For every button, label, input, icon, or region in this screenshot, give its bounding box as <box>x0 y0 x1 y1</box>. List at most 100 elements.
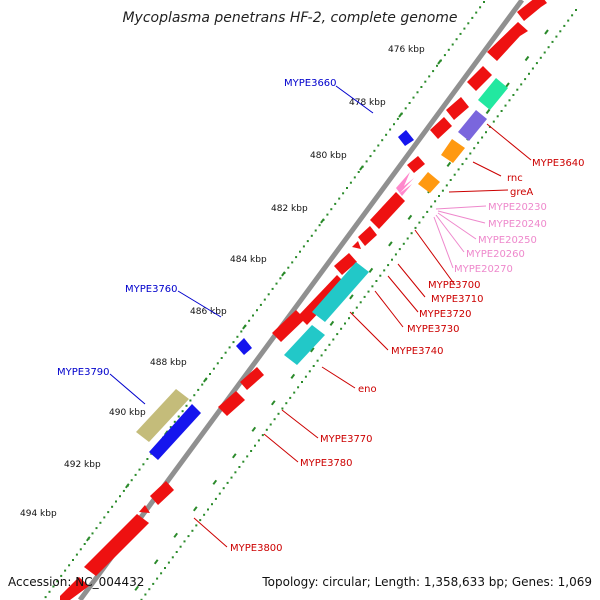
gene-cyan[interactable] <box>284 325 325 365</box>
gene-arrow-red[interactable] <box>358 226 377 246</box>
tick-dot <box>291 261 294 264</box>
tick-mark <box>290 373 296 379</box>
gene-label-rnc[interactable]: rnc <box>507 173 523 184</box>
tick-mark <box>232 453 237 459</box>
tick-dot <box>60 574 63 577</box>
gene-arrow-red[interactable] <box>60 577 89 600</box>
tick-dot <box>193 394 196 397</box>
tick-dot <box>122 489 125 492</box>
gene-arrow-red[interactable] <box>517 0 547 21</box>
gene-arrow-red[interactable] <box>84 514 149 576</box>
leader-line <box>437 212 477 240</box>
tick-dot <box>338 197 341 200</box>
gene-orange-small[interactable] <box>418 172 440 193</box>
gene-label-mype20240[interactable]: MYPE20240 <box>488 219 547 230</box>
gene-label-eno[interactable]: eno <box>358 384 377 395</box>
gene-label-mype20260[interactable]: MYPE20260 <box>466 249 525 260</box>
tick-dot <box>483 1 485 3</box>
tick-mark <box>153 559 159 565</box>
tick-dot <box>434 200 437 203</box>
leader-line <box>335 85 374 114</box>
tick-dot <box>436 64 438 67</box>
leader-lines <box>109 85 532 548</box>
gene-arrow-red[interactable] <box>334 253 357 275</box>
gene-purple[interactable] <box>458 110 487 141</box>
tick-dot <box>160 572 163 575</box>
gene-label-mype3770[interactable]: MYPE3770 <box>320 434 373 445</box>
gene-arrow-red[interactable] <box>370 192 405 229</box>
tick-dot <box>187 535 190 538</box>
gene-pink-cluster[interactable] <box>396 172 414 196</box>
tick-dot <box>175 551 178 553</box>
tick-dot <box>524 78 527 81</box>
tick-dot <box>346 187 348 189</box>
tick-mark <box>309 347 315 353</box>
gene-arrow-red[interactable] <box>487 22 528 61</box>
gene-red-small[interactable] <box>407 156 425 173</box>
gene-label-mype3760[interactable]: MYPE3760 <box>125 284 178 295</box>
gene-label-mype3780[interactable]: MYPE3780 <box>300 458 353 469</box>
gene-label-mype3660[interactable]: MYPE3660 <box>284 78 337 89</box>
tick-dot <box>130 479 133 482</box>
gene-arrow-red[interactable] <box>150 481 174 505</box>
leader-line <box>193 517 228 548</box>
gene-teal[interactable] <box>478 78 508 110</box>
tick-dot <box>64 569 67 572</box>
leader-line <box>263 433 299 463</box>
gene-red-small[interactable] <box>139 505 150 513</box>
tick-dot <box>363 295 366 298</box>
map-title: Mycoplasma penetrans HF-2, complete geno… <box>122 10 457 26</box>
gene-label-mype3800[interactable]: MYPE3800 <box>230 543 283 554</box>
tick-dot <box>267 293 270 296</box>
tick-dot <box>207 508 209 511</box>
tick-dot <box>201 383 204 386</box>
gene-label-mype3700[interactable]: MYPE3700 <box>428 280 481 291</box>
tick-label-480: 480 kbp <box>310 151 347 161</box>
tick-dot <box>167 561 170 564</box>
tick-mark <box>125 483 130 489</box>
gene-label-mype3640[interactable]: MYPE3640 <box>532 158 585 169</box>
tick-mark <box>398 112 403 118</box>
gene-cyan[interactable] <box>312 262 369 322</box>
tick-dot <box>248 319 251 322</box>
tick-mark <box>368 267 374 273</box>
tick-mark <box>524 55 530 62</box>
gene-label-grea[interactable]: greA <box>510 187 533 198</box>
tick-dot <box>379 274 382 277</box>
gene-label-mype3730[interactable]: MYPE3730 <box>407 324 460 335</box>
gene-label-mype3710[interactable]: MYPE3710 <box>431 294 484 305</box>
gene-arrow-red[interactable] <box>446 97 469 120</box>
gene-red-small[interactable] <box>352 241 361 249</box>
gene-label-mype20250[interactable]: MYPE20250 <box>478 235 537 246</box>
tick-mark <box>505 82 510 88</box>
tick-dots-left <box>44 1 485 599</box>
gene-arrow-red[interactable] <box>272 310 305 342</box>
gene-label-mype20230[interactable]: MYPE20230 <box>488 202 547 213</box>
gene-orange[interactable] <box>441 139 465 163</box>
gene-blue-large[interactable] <box>149 404 201 460</box>
tick-dot <box>424 80 427 83</box>
tick-dot <box>375 280 378 282</box>
gene-label-mype3720[interactable]: MYPE3720 <box>419 309 472 320</box>
gene-label-mype20270[interactable]: MYPE20270 <box>454 264 513 275</box>
gene-arrow-red[interactable] <box>467 66 492 91</box>
gene-label-mype3740[interactable]: MYPE3740 <box>391 346 444 357</box>
leader-line <box>374 290 404 328</box>
tick-dot <box>455 38 458 41</box>
tick-dot <box>332 338 335 341</box>
gene-blue[interactable] <box>398 130 414 146</box>
gene-arrow-red[interactable] <box>430 117 452 139</box>
tick-dot <box>197 388 200 391</box>
gene-arrow-red[interactable] <box>240 367 264 390</box>
tick-mark <box>134 585 139 591</box>
gene-label-mype3790[interactable]: MYPE3790 <box>57 367 110 378</box>
tick-dot <box>115 500 117 503</box>
tick-dot <box>328 343 331 346</box>
tick-dot <box>563 24 566 27</box>
gene-arrow-red[interactable] <box>218 391 245 416</box>
gene-olive[interactable] <box>136 389 189 442</box>
tick-dot <box>142 463 145 466</box>
tick-mark <box>446 161 452 167</box>
leader-line <box>397 263 426 298</box>
gene-blue[interactable] <box>236 338 252 355</box>
